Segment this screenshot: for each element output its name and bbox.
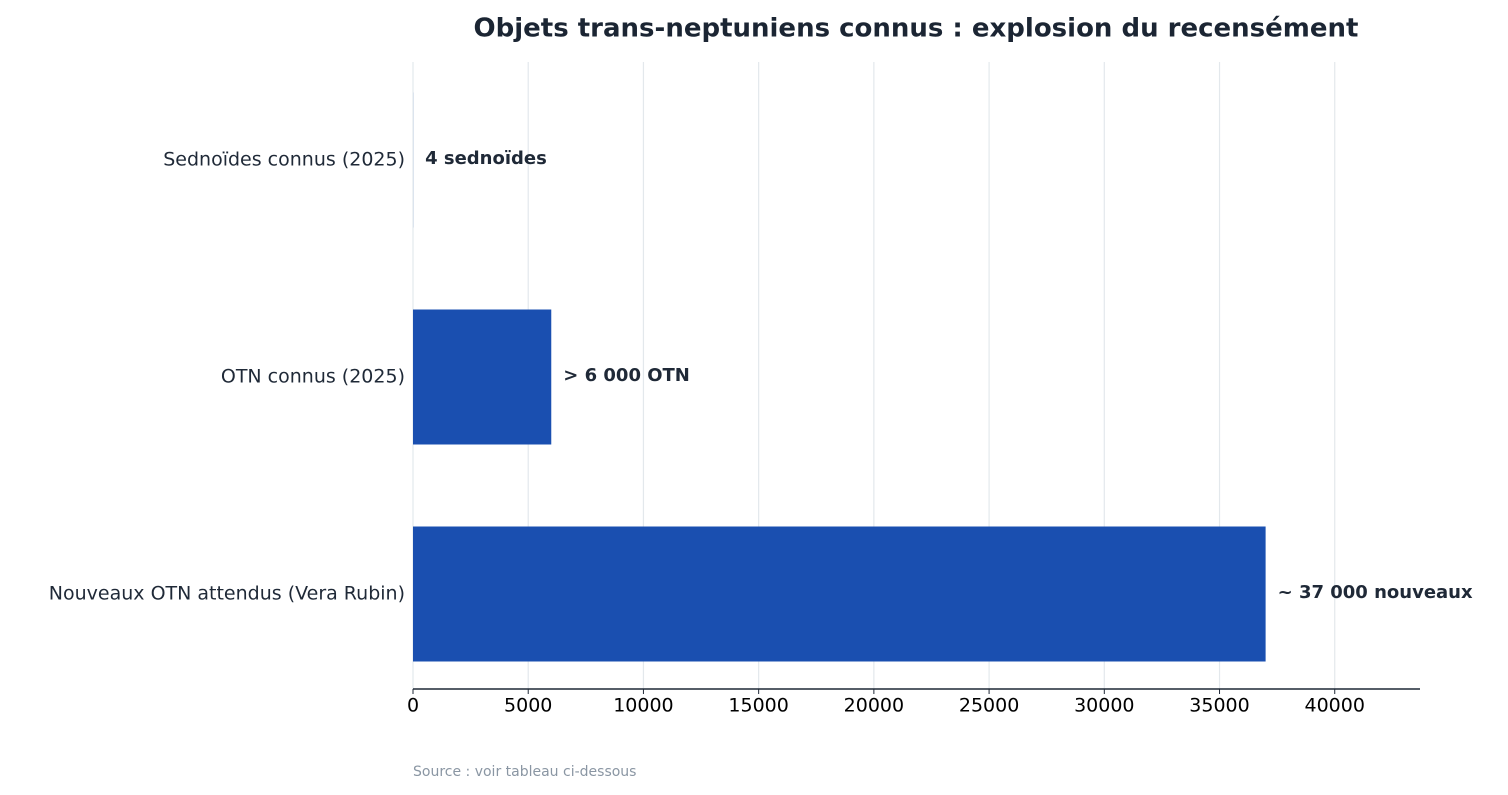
value-label: > 6 000 OTN [563,365,690,386]
x-tick-label: 40000 [1305,695,1365,717]
chart-title: Objets trans-neptuniens connus : explosi… [474,14,1359,44]
x-tick-label: 30000 [1074,695,1134,717]
source-note: Source : voir tableau ci-dessous [413,764,636,780]
x-tick-label: 5000 [504,695,552,717]
value-label: ~ 37 000 nouveaux [1278,582,1473,603]
x-tick-label: 0 [407,695,419,717]
y-tick-label: Nouveaux OTN attendus (Vera Rubin) [49,583,405,605]
y-tick-label: Sednoïdes connus (2025) [163,149,405,171]
y-tick-label: OTN connus (2025) [221,366,405,388]
x-tick-label: 35000 [1189,695,1249,717]
value-label: 4 sednoïdes [425,148,547,169]
x-tick-label: 20000 [844,695,904,717]
bar [413,526,1266,662]
x-tick-label: 15000 [728,695,788,717]
x-tick-label: 25000 [959,695,1019,717]
bar [413,309,552,445]
x-tick-label: 10000 [613,695,673,717]
